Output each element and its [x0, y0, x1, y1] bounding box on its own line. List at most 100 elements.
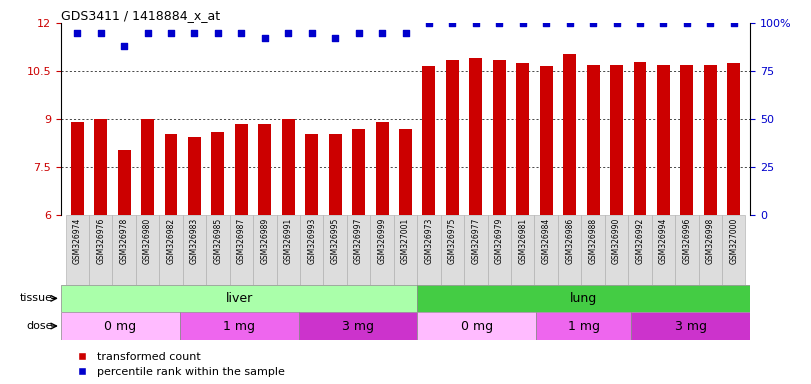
Text: dose: dose	[26, 321, 53, 331]
Text: GSM326987: GSM326987	[237, 217, 246, 264]
Text: liver: liver	[225, 292, 253, 305]
Text: GDS3411 / 1418884_x_at: GDS3411 / 1418884_x_at	[61, 9, 220, 22]
Bar	[493, 60, 506, 215]
Text: GSM326975: GSM326975	[448, 217, 457, 264]
Bar	[71, 122, 84, 215]
Bar	[563, 53, 576, 215]
Text: GSM326993: GSM326993	[307, 217, 316, 264]
Point	[704, 20, 717, 26]
Point	[94, 30, 107, 36]
Bar	[371, 215, 394, 285]
Text: GSM326976: GSM326976	[97, 217, 105, 264]
Point	[352, 30, 365, 36]
Bar	[375, 122, 388, 215]
Bar	[517, 63, 530, 215]
Bar	[698, 215, 722, 285]
Text: GSM326974: GSM326974	[73, 217, 82, 264]
Bar	[657, 65, 670, 215]
Bar	[61, 312, 180, 340]
Point	[328, 35, 341, 41]
Text: tissue: tissue	[19, 293, 53, 303]
Bar	[212, 132, 225, 215]
Bar	[675, 215, 698, 285]
Bar	[399, 129, 412, 215]
Bar	[558, 215, 581, 285]
Bar	[136, 215, 159, 285]
Point	[586, 20, 599, 26]
Bar	[534, 215, 558, 285]
Bar	[704, 65, 717, 215]
Point	[118, 43, 131, 49]
Point	[539, 20, 552, 26]
Text: 0 mg: 0 mg	[104, 319, 136, 333]
Text: GSM326995: GSM326995	[331, 217, 340, 264]
Bar	[418, 285, 750, 312]
Bar	[113, 215, 136, 285]
Text: 3 mg: 3 mg	[675, 319, 706, 333]
Bar	[487, 215, 511, 285]
Point	[188, 30, 201, 36]
Bar	[277, 215, 300, 285]
Bar	[418, 312, 536, 340]
Text: GSM326978: GSM326978	[120, 217, 129, 264]
Text: 1 mg: 1 mg	[568, 319, 600, 333]
Point	[212, 30, 225, 36]
Bar	[180, 312, 298, 340]
Text: GSM326990: GSM326990	[612, 217, 621, 264]
Text: GSM326996: GSM326996	[682, 217, 691, 264]
Text: GSM326997: GSM326997	[354, 217, 363, 264]
Bar	[300, 215, 324, 285]
Point	[517, 20, 530, 26]
Text: GSM327001: GSM327001	[401, 217, 410, 264]
Text: GSM326988: GSM326988	[589, 217, 598, 264]
Text: 3 mg: 3 mg	[342, 319, 374, 333]
Text: GSM327000: GSM327000	[729, 217, 738, 264]
Bar	[440, 215, 464, 285]
Bar	[328, 134, 341, 215]
Text: GSM326991: GSM326991	[284, 217, 293, 264]
Text: GSM326986: GSM326986	[565, 217, 574, 264]
Point	[680, 20, 693, 26]
Bar	[94, 119, 107, 215]
Bar	[417, 215, 440, 285]
Bar	[235, 124, 248, 215]
Point	[446, 20, 459, 26]
Point	[493, 20, 506, 26]
Text: GSM326973: GSM326973	[424, 217, 433, 264]
Bar	[259, 124, 271, 215]
Point	[470, 20, 483, 26]
Point	[375, 30, 388, 36]
Point	[423, 20, 436, 26]
Bar	[652, 215, 675, 285]
Bar	[66, 215, 89, 285]
Text: GSM326983: GSM326983	[190, 217, 199, 264]
Bar	[281, 119, 294, 215]
Point	[305, 30, 318, 36]
Bar	[61, 285, 418, 312]
Bar	[581, 215, 605, 285]
Point	[235, 30, 248, 36]
Bar	[631, 312, 750, 340]
Point	[165, 30, 178, 36]
Bar	[722, 215, 745, 285]
Bar	[206, 215, 230, 285]
Bar	[159, 215, 182, 285]
Text: lung: lung	[570, 292, 598, 305]
Text: GSM326998: GSM326998	[706, 217, 714, 264]
Legend: transformed count, percentile rank within the sample: transformed count, percentile rank withi…	[67, 347, 290, 382]
Text: GSM326982: GSM326982	[166, 217, 175, 264]
Bar	[394, 215, 417, 285]
Point	[633, 20, 646, 26]
Bar	[680, 65, 693, 215]
Point	[259, 35, 272, 41]
Text: GSM326984: GSM326984	[542, 217, 551, 264]
Text: GSM326985: GSM326985	[213, 217, 222, 264]
Bar	[629, 215, 652, 285]
Text: GSM326999: GSM326999	[378, 217, 387, 264]
Bar	[511, 215, 534, 285]
Text: 1 mg: 1 mg	[223, 319, 255, 333]
Bar	[605, 215, 629, 285]
Point	[399, 30, 412, 36]
Bar	[165, 134, 178, 215]
Bar	[610, 65, 623, 215]
